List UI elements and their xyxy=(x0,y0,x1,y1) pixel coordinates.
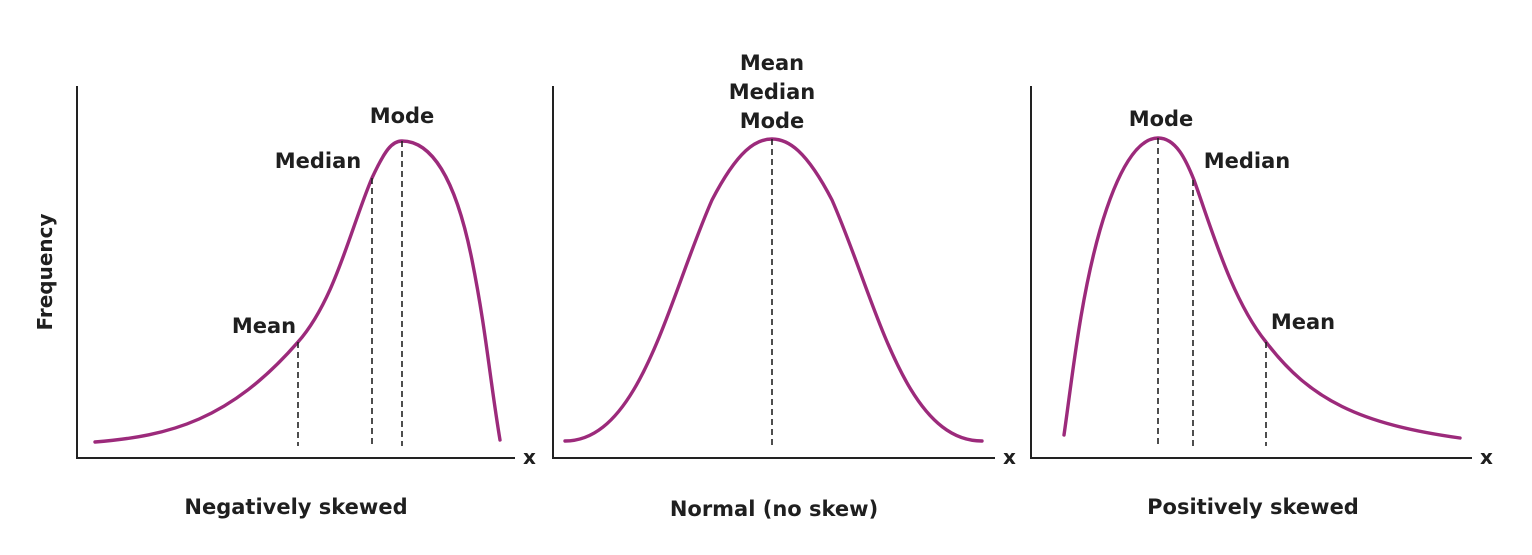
panel-3-mode-label: Mode xyxy=(1129,107,1194,131)
panel-1-axes xyxy=(76,86,515,459)
panel-2-median-label: Median xyxy=(729,80,816,104)
panel-1-x-symbol: x xyxy=(523,445,536,469)
panel-2-caption: Normal (no skew) xyxy=(670,497,878,521)
panel-3-caption: Positively skewed xyxy=(1147,495,1359,519)
panel-2-x-symbol: x xyxy=(1003,445,1016,469)
panel-2-distribution-curve xyxy=(563,137,984,443)
panel-1-distribution-curve xyxy=(93,139,502,444)
panel-3-x-symbol: x xyxy=(1480,445,1493,469)
panel-1-caption: Negatively skewed xyxy=(184,495,407,519)
panel-2-mean-label: Mean xyxy=(740,51,804,75)
panel-3-mean-label: Mean xyxy=(1271,310,1335,334)
panel-3-median-label: Median xyxy=(1204,149,1291,173)
panel-3-distribution-curve xyxy=(1062,136,1462,440)
panel-1-mean-label: Mean xyxy=(232,314,296,338)
panel-positively-skewed: x Mode Median Mean Positively skewed xyxy=(1030,86,1493,519)
panel-1-median-label: Median xyxy=(275,149,362,173)
panel-negatively-skewed: x Mean Median Mode Negatively skewed xyxy=(76,86,536,519)
panel-normal: x Mean Median Mode Normal (no skew) xyxy=(552,51,1016,521)
panel-3-axes xyxy=(1030,86,1472,459)
y-axis-label: Frequency xyxy=(33,213,57,330)
panel-2-axes xyxy=(552,86,995,459)
panel-2-mode-label: Mode xyxy=(740,109,805,133)
panel-1-mode-label: Mode xyxy=(370,104,435,128)
